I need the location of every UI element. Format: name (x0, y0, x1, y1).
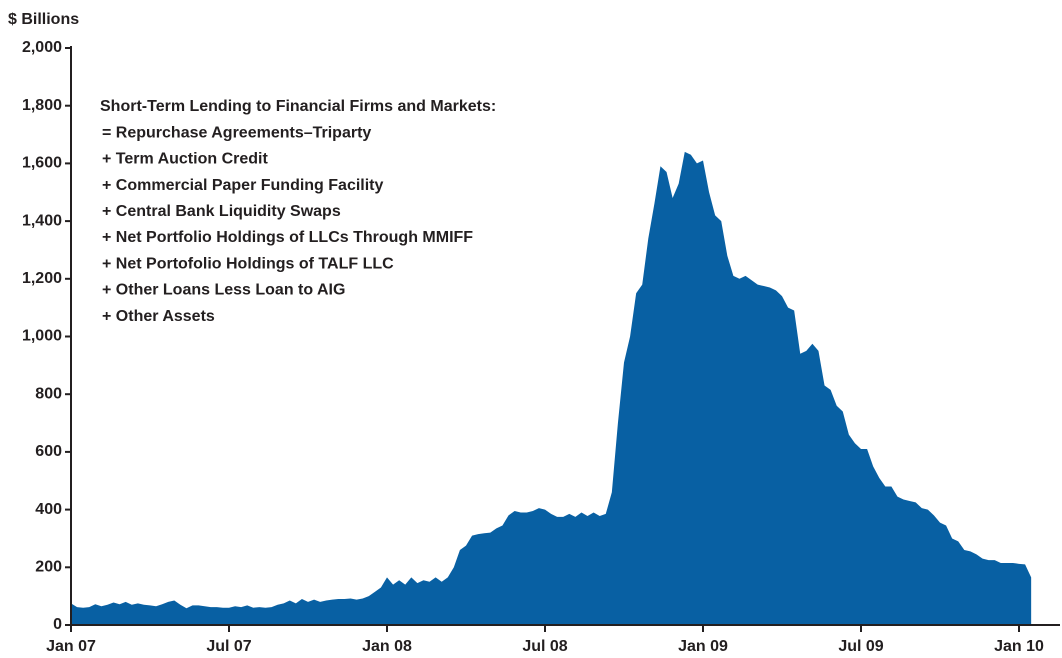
x-tick-label: Jul 09 (838, 638, 883, 655)
y-tick-label: 400 (35, 501, 62, 518)
y-axis-label: $ Billions (8, 11, 79, 28)
y-tick-label: 0 (53, 616, 62, 633)
x-tick-label: Jul 07 (206, 638, 251, 655)
y-tick-label: 200 (35, 559, 62, 576)
annotation: + Other Assets (102, 308, 215, 325)
area (71, 151, 1032, 626)
x-tick-label: Jan 09 (678, 638, 728, 655)
x-tick-label: Jan 10 (994, 638, 1044, 655)
annotation: + Other Loans Less Loan to AIG (102, 282, 345, 299)
y-tick-label: 1,200 (22, 270, 62, 287)
annotation: + Net Portfolio Holdings of LLCs Through… (102, 229, 473, 246)
y-tick-label: 800 (35, 385, 62, 402)
y-tick-label: 1,400 (22, 212, 62, 229)
annotation: = Repurchase Agreements–Triparty (102, 124, 371, 141)
y-tick-label: 1,000 (22, 328, 62, 345)
y-tick-label: 1,800 (22, 97, 62, 114)
x-tick-label: Jan 07 (46, 638, 96, 655)
x-tick-label: Jan 08 (362, 638, 412, 655)
x-tick-label: Jul 08 (522, 638, 567, 655)
y-tick-label: 2,000 (22, 39, 62, 56)
annotation: + Central Bank Liquidity Swaps (102, 203, 341, 220)
annotation: + Term Auction Credit (102, 151, 268, 168)
annotation: Short-Term Lending to Financial Firms an… (100, 98, 496, 115)
annotation: + Commercial Paper Funding Facility (102, 177, 384, 194)
annotation: + Net Portofolio Holdings of TALF LLC (102, 255, 394, 272)
y-tick-label: 600 (35, 443, 62, 460)
y-tick-label: 1,600 (22, 155, 62, 172)
